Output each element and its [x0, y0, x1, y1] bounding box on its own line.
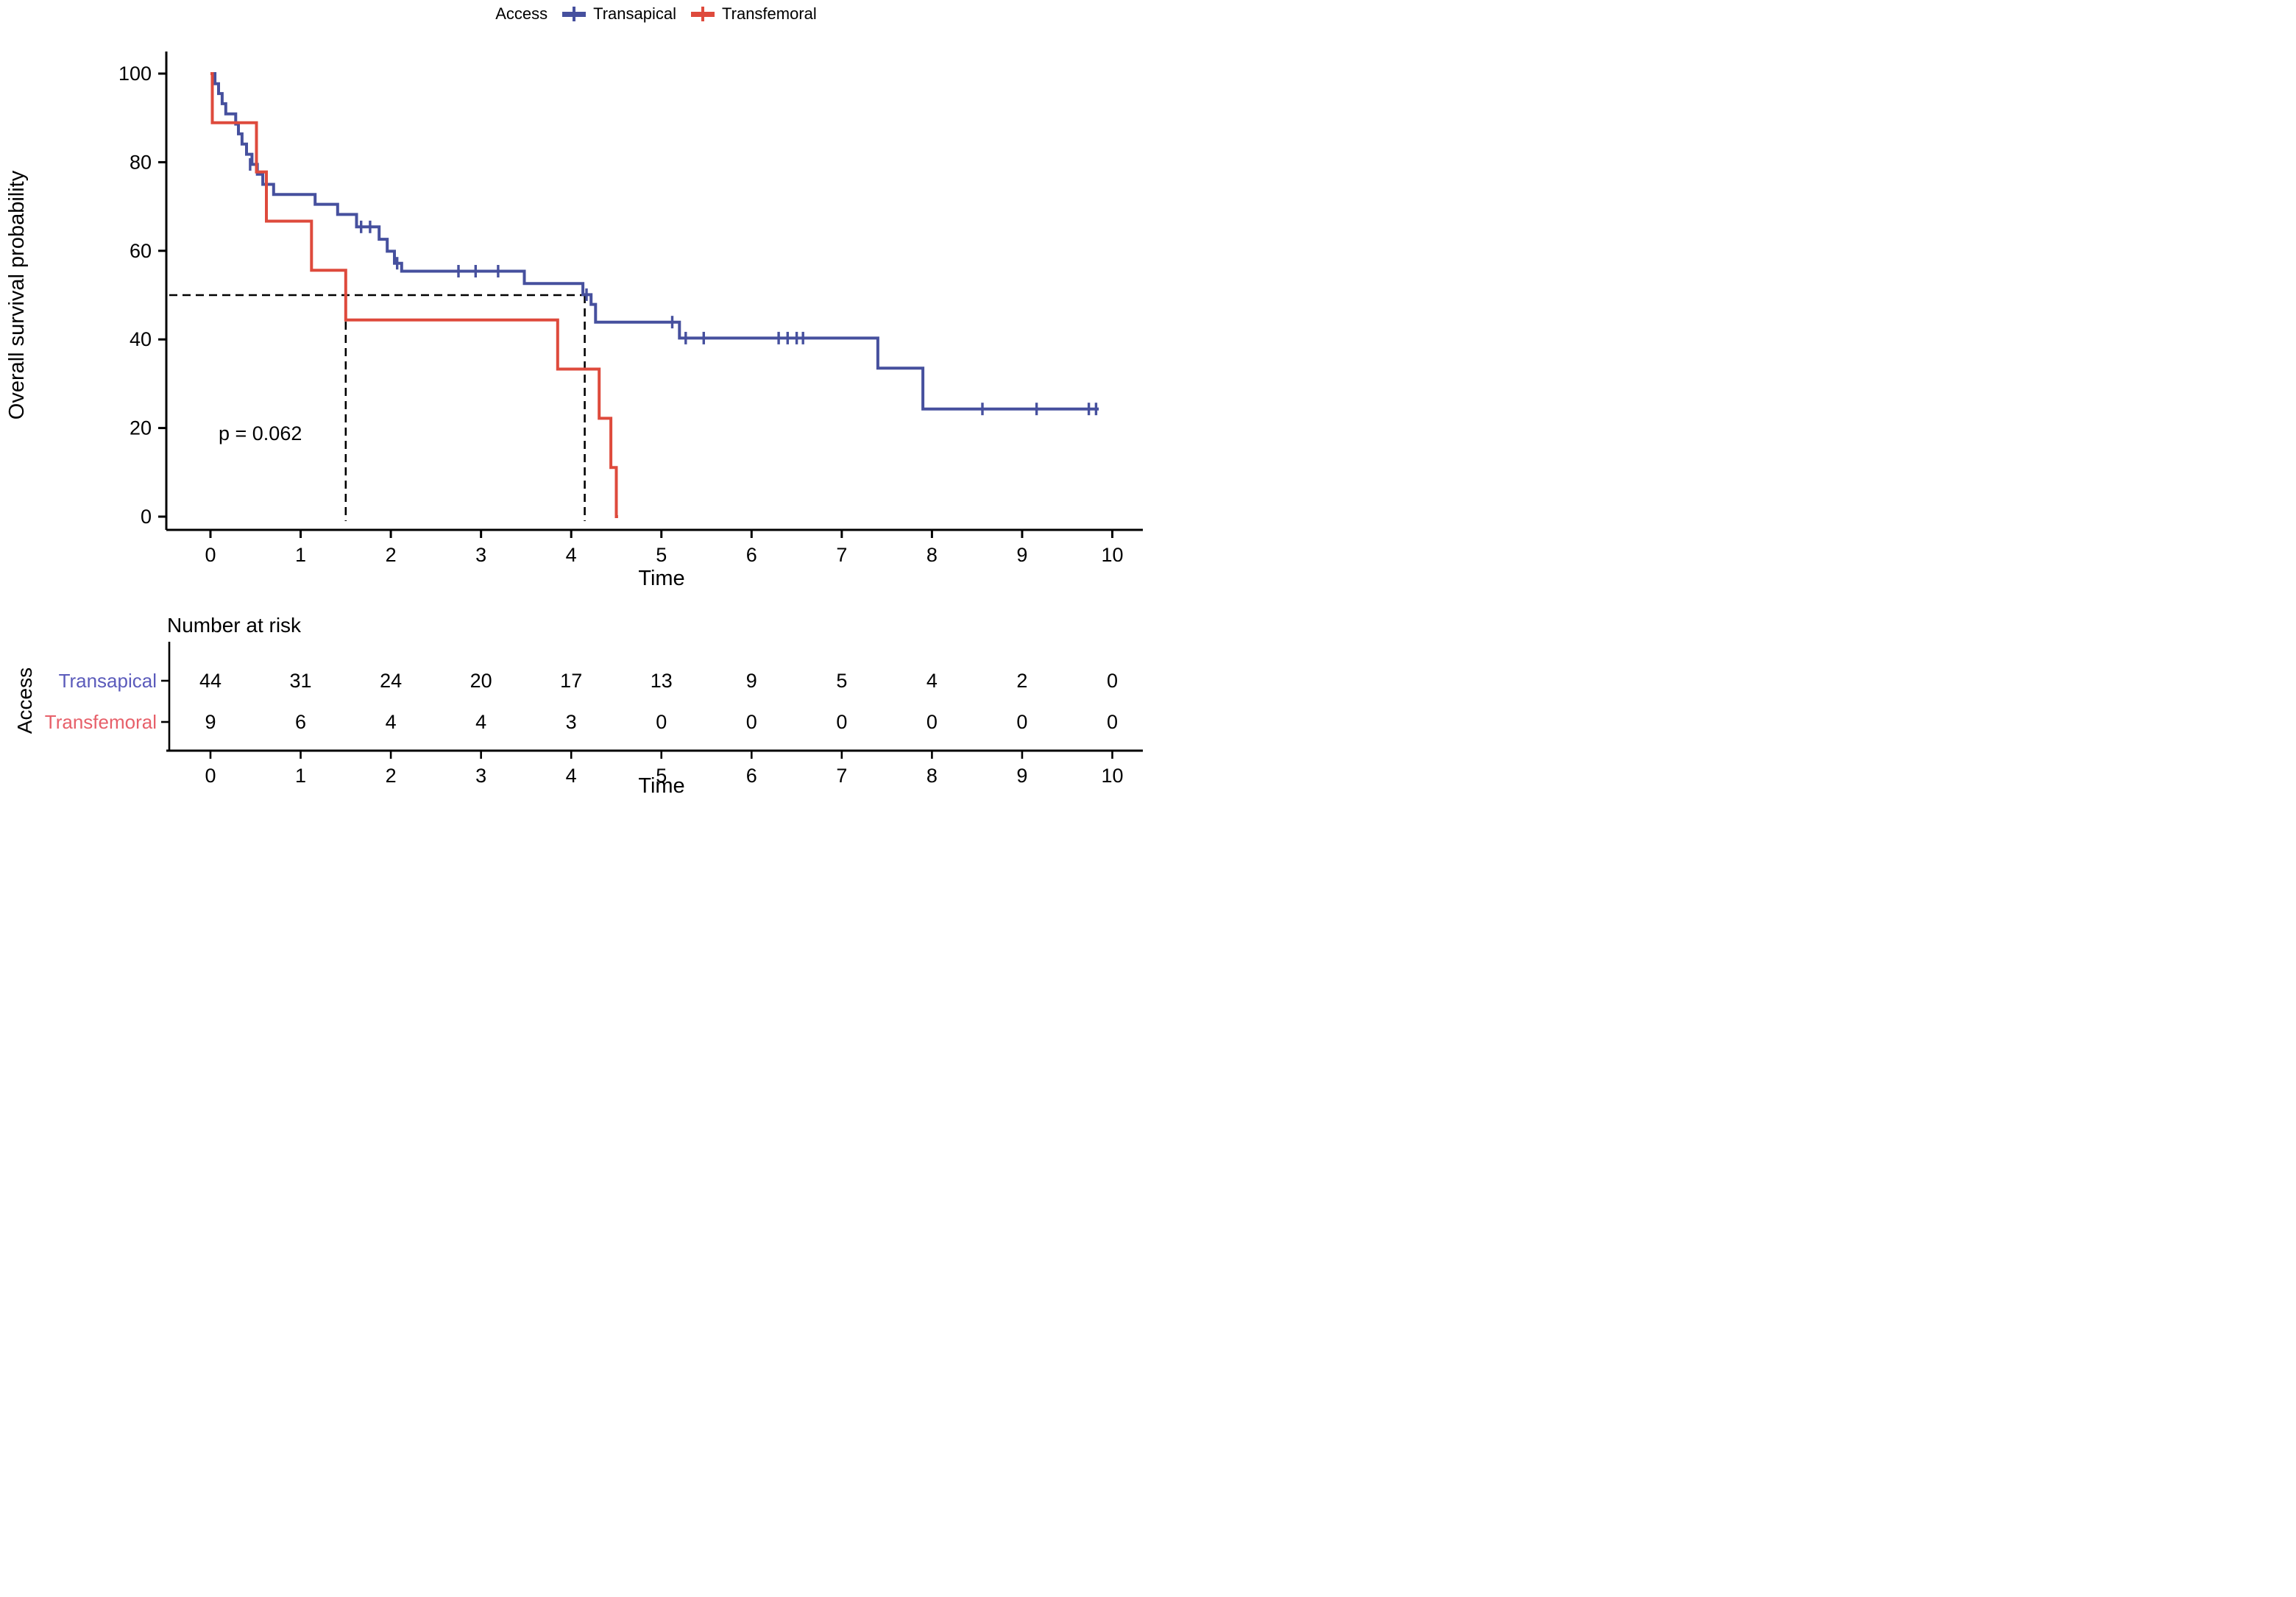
median-guides [169, 294, 586, 521]
svg-text:2: 2 [1016, 670, 1027, 692]
svg-text:9: 9 [746, 670, 757, 692]
survival-curve-transapical [210, 72, 1099, 411]
svg-text:3: 3 [566, 711, 577, 733]
risk-counts-transfemoral: 9 6 4 4 3 0 0 0 0 0 0 [205, 711, 1118, 733]
legend-label-transapical: Transapical [593, 4, 677, 23]
kaplan-meier-figure: Access Transapical Transfemoral 0 20 40 60 8… [0, 0, 1148, 798]
legend: Access Transapical Transfemoral [169, 1, 1143, 26]
svg-text:0: 0 [746, 711, 757, 733]
risk-table-tick-labels: 0 1 2 3 4 5 6 7 8 9 10 [205, 765, 1123, 787]
legend-label-transfemoral: Transfemoral [722, 4, 817, 23]
risk-row-label-transfemoral: Transfemoral [44, 711, 157, 733]
svg-text:0: 0 [205, 765, 216, 787]
risk-table-x-axis-label: Time [638, 774, 685, 798]
svg-text:3: 3 [475, 765, 486, 787]
svg-text:6: 6 [746, 544, 757, 566]
censor-plus-icon [691, 6, 715, 22]
x-tick-labels: 0 1 2 3 4 5 6 7 8 9 10 [205, 544, 1123, 566]
pvalue-annotation: p = 0.062 [219, 422, 302, 445]
svg-text:2: 2 [386, 765, 397, 787]
censor-marks-transapical [249, 157, 1098, 416]
svg-text:0: 0 [656, 711, 667, 733]
svg-text:4: 4 [475, 711, 486, 733]
svg-text:6: 6 [746, 765, 757, 787]
svg-text:31: 31 [290, 670, 312, 692]
svg-text:100: 100 [118, 63, 152, 85]
svg-text:5: 5 [656, 544, 667, 566]
svg-text:4: 4 [566, 765, 577, 787]
x-axis-label: Time [638, 567, 685, 590]
svg-text:2: 2 [386, 544, 397, 566]
svg-text:40: 40 [130, 328, 152, 350]
svg-text:24: 24 [380, 670, 402, 692]
svg-text:0: 0 [926, 711, 938, 733]
risk-row-label-transapical: Transapical [58, 670, 157, 692]
legend-title: Access [495, 4, 548, 23]
risk-table-axes [161, 642, 1143, 759]
svg-text:4: 4 [386, 711, 397, 733]
svg-text:5: 5 [836, 670, 847, 692]
svg-text:13: 13 [651, 670, 673, 692]
svg-text:8: 8 [926, 765, 938, 787]
svg-text:0: 0 [205, 544, 216, 566]
svg-text:1: 1 [295, 544, 306, 566]
censor-plus-icon [562, 6, 587, 22]
svg-text:60: 60 [130, 240, 152, 262]
svg-text:20: 20 [130, 417, 152, 439]
svg-text:4: 4 [926, 670, 938, 692]
svg-text:9: 9 [205, 711, 216, 733]
svg-text:0: 0 [1016, 711, 1027, 733]
svg-text:10: 10 [1101, 544, 1123, 566]
y-tick-labels: 0 20 40 60 80 100 [118, 63, 152, 528]
svg-text:17: 17 [560, 670, 582, 692]
svg-text:0: 0 [1107, 711, 1118, 733]
svg-text:0: 0 [836, 711, 847, 733]
svg-text:3: 3 [475, 544, 486, 566]
svg-text:80: 80 [130, 151, 152, 173]
svg-text:6: 6 [295, 711, 306, 733]
plot-axes [158, 52, 1143, 538]
y-axis-label: Overall survival probability [5, 170, 29, 420]
svg-text:20: 20 [470, 670, 492, 692]
risk-table-group-axis-label: Access [13, 667, 36, 734]
svg-text:0: 0 [1107, 670, 1118, 692]
svg-text:8: 8 [926, 544, 938, 566]
legend-item-transfemoral: Transfemoral [691, 4, 817, 24]
svg-text:1: 1 [295, 765, 306, 787]
survival-curve-transfemoral [210, 72, 618, 518]
risk-counts-transapical: 44 31 24 20 17 13 9 5 4 2 0 [199, 670, 1118, 692]
risk-table-title: Number at risk [167, 614, 302, 637]
svg-text:9: 9 [1016, 544, 1027, 566]
svg-text:5: 5 [656, 765, 667, 787]
svg-text:10: 10 [1101, 765, 1123, 787]
svg-text:0: 0 [141, 506, 152, 528]
svg-text:4: 4 [566, 544, 577, 566]
svg-text:44: 44 [199, 670, 222, 692]
svg-text:9: 9 [1016, 765, 1027, 787]
legend-item-transapical: Transapical [562, 4, 676, 24]
svg-text:7: 7 [836, 544, 847, 566]
svg-text:7: 7 [836, 765, 847, 787]
